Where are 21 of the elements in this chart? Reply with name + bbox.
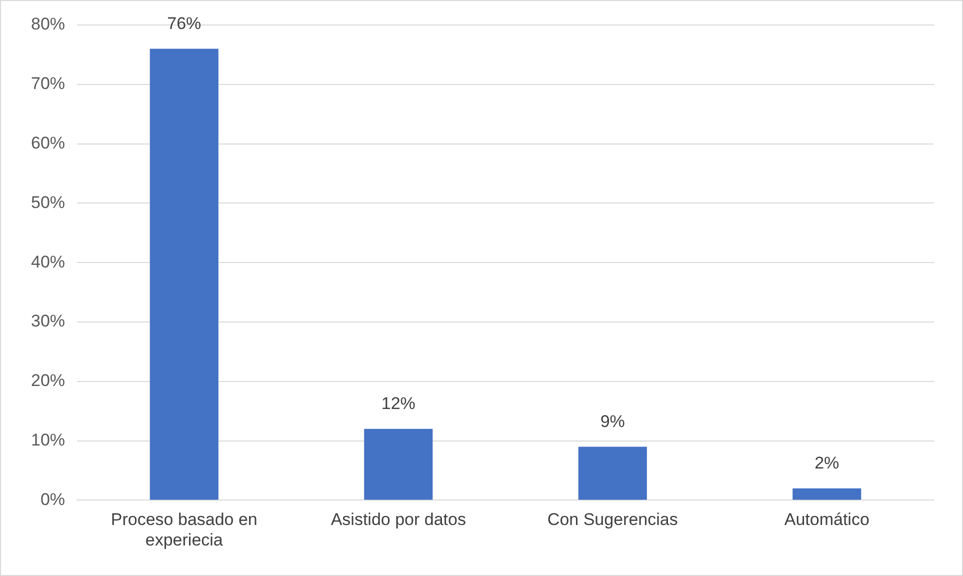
y-tick-label: 70% [30,74,66,94]
bar [364,428,433,500]
data-label: 2% [814,454,840,473]
y-tick-label: 20% [30,371,66,390]
data-label: 12% [381,394,416,414]
x-tick-label: Con Sugerencias [547,510,678,530]
x-tick-label: Proceso basado en experiecia [110,510,258,550]
bar [792,488,862,500]
y-tick-label: 10% [30,430,66,450]
y-tick-label: 0% [40,490,66,509]
data-label: 9% [600,412,625,431]
bar [578,446,647,500]
x-tick-label: Automático [784,510,870,530]
y-tick-label: 80% [30,14,66,34]
data-label: 76% [167,14,202,33]
y-tick-label: 30% [30,312,66,331]
y-tick-label: 50% [30,192,66,212]
bar [150,48,218,500]
y-tick-label: 40% [30,252,66,272]
x-tick-label: Asistido por datos [330,510,466,530]
y-tick-label: 60% [30,133,66,152]
